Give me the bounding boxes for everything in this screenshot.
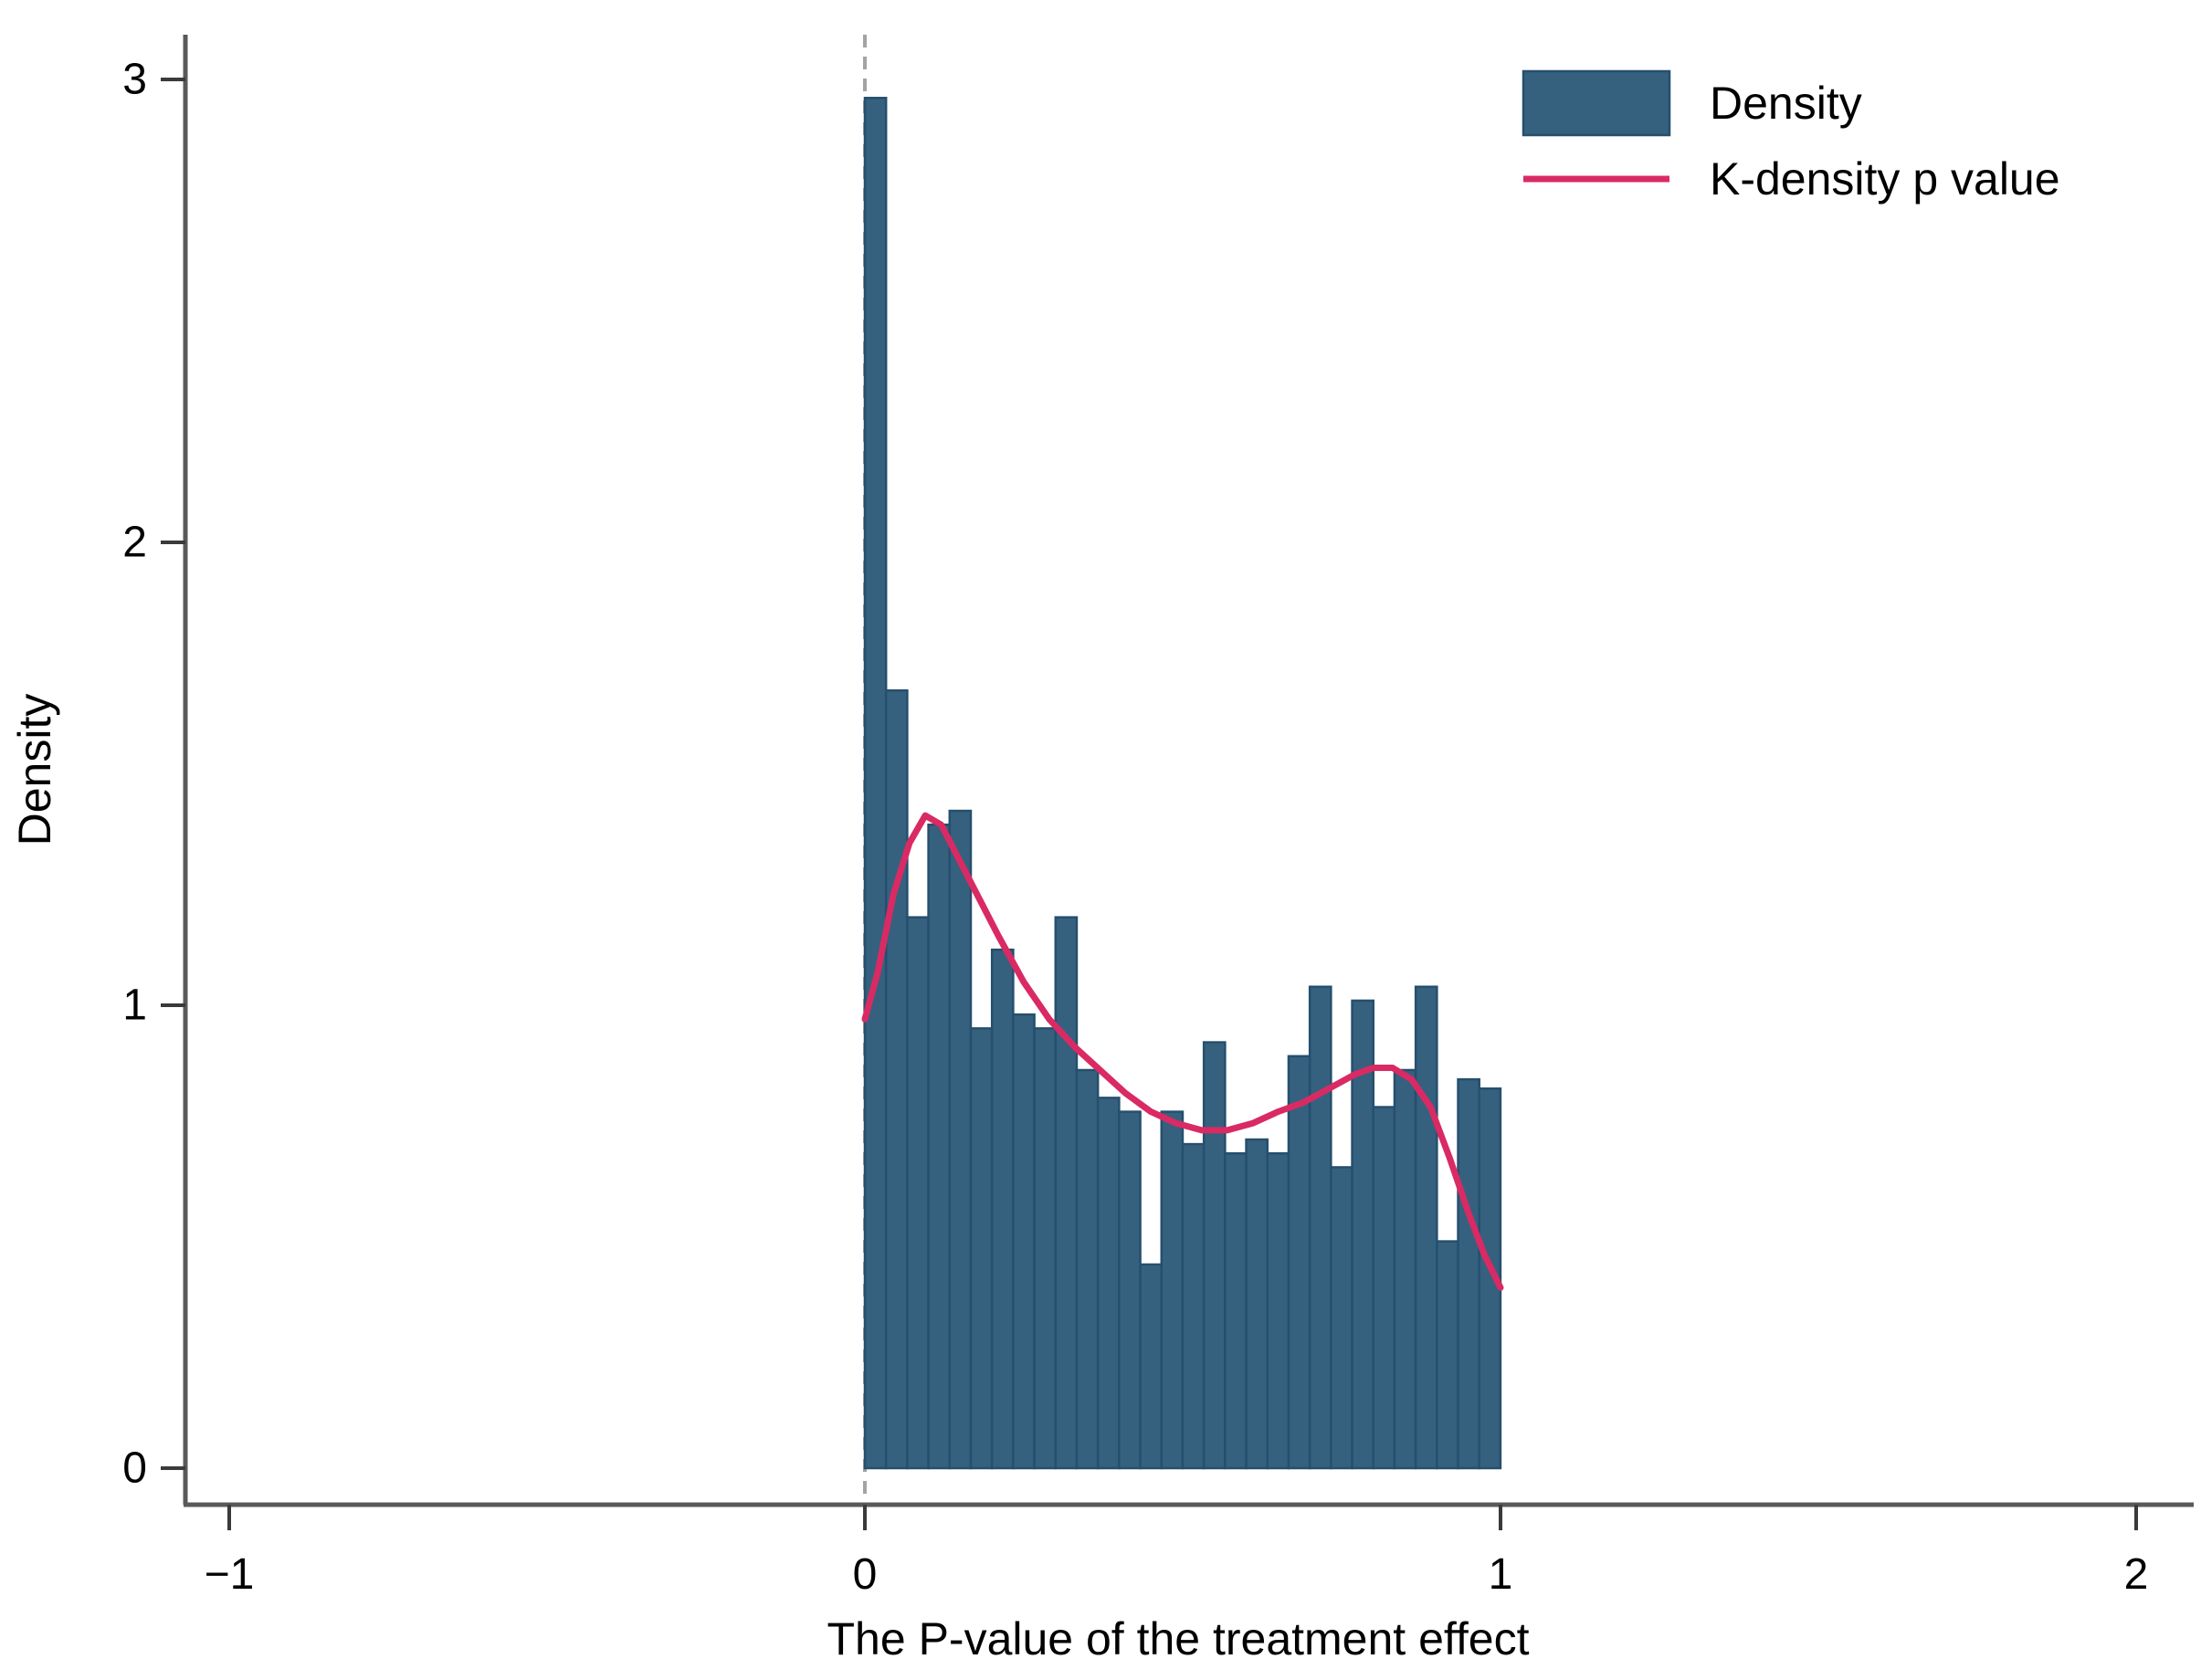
histogram-bar (1160, 1110, 1185, 1470)
histogram-bar (1393, 1068, 1417, 1470)
legend: Density K-density p value (1522, 69, 2060, 205)
histogram-bars-group (863, 97, 1502, 1470)
tick-labels-group: 0 1 2 3 −1 0 1 2 (122, 56, 2148, 1600)
histogram-bar (948, 809, 973, 1470)
x-tick-label: 0 (853, 1550, 878, 1599)
x-tick-label: −1 (205, 1550, 255, 1599)
kdensity-curve-group (861, 812, 1504, 1291)
histogram-bar (1414, 985, 1438, 1470)
histogram-bar (1457, 1077, 1480, 1470)
histogram-bar (1245, 1138, 1269, 1470)
y-tick-label: 1 (122, 982, 147, 1030)
x-axis-title: The P-value of the treatment effect (827, 1613, 1530, 1664)
legend-label-density: Density (1710, 78, 1862, 129)
histogram-bar (969, 1027, 994, 1470)
histogram-bar (1372, 1106, 1396, 1470)
y-axis-title: Density (9, 694, 60, 846)
histogram-bar (1033, 1027, 1058, 1470)
histogram-bar (1308, 985, 1332, 1470)
histogram-bar (906, 916, 930, 1470)
legend-density-swatch-icon (1522, 69, 1671, 137)
y-tick-label: 3 (122, 56, 147, 104)
histogram-bar (1139, 1263, 1164, 1470)
histogram-bar (927, 824, 952, 1470)
histogram-bar (1436, 1240, 1459, 1470)
histogram-bar (1075, 1068, 1100, 1470)
histogram-bar (1181, 1142, 1206, 1470)
histogram-bar (1012, 1013, 1036, 1470)
x-tick-label: 2 (2124, 1550, 2149, 1599)
histogram-bar (1287, 1055, 1311, 1470)
histogram-bar (1330, 1166, 1353, 1470)
kdensity-curve (861, 812, 1504, 1291)
histogram-bar (1096, 1097, 1121, 1470)
legend-label-kdensity: K-density p value (1710, 153, 2060, 205)
axes-group (161, 35, 2194, 1530)
y-tick-label: 0 (122, 1444, 147, 1493)
histogram-bar (1202, 1041, 1227, 1470)
histogram-bar (990, 948, 1015, 1470)
y-tick-label: 2 (122, 519, 147, 567)
histogram-bar (1478, 1087, 1502, 1470)
x-tick-label: 1 (1489, 1550, 1513, 1599)
histogram-bar (1224, 1151, 1248, 1470)
histogram-bar (863, 97, 888, 1470)
histogram-bar (1266, 1151, 1290, 1470)
histogram-bar (1054, 916, 1079, 1470)
histogram-bar (884, 688, 909, 1470)
histogram-bar (1118, 1110, 1142, 1470)
